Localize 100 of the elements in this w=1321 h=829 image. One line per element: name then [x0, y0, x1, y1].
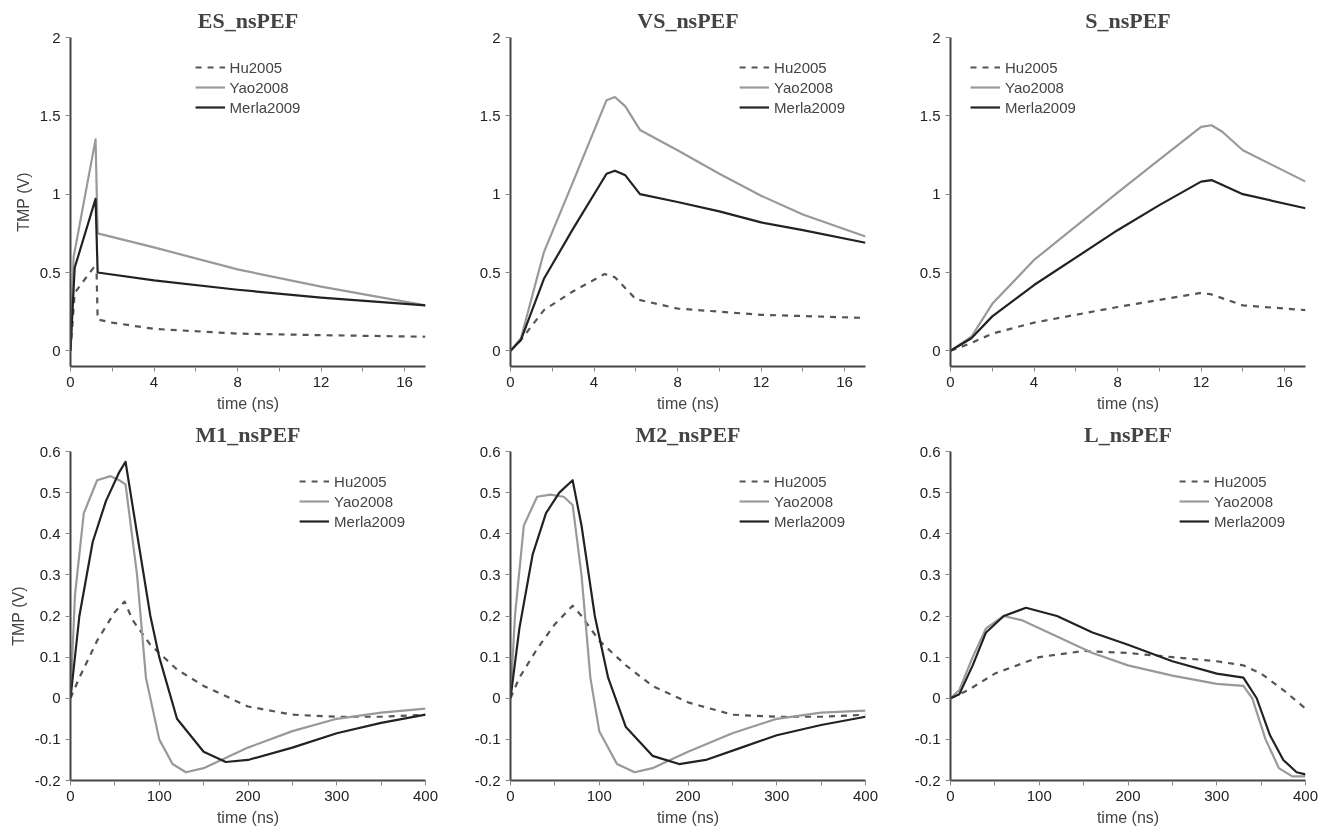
legend-label: Hu2005	[229, 58, 283, 76]
x-tick-label: 12	[752, 372, 770, 390]
legend-label: Yao2008	[774, 78, 834, 96]
y-tick-label: 0.3	[919, 565, 941, 583]
y-tick-label: -0.1	[34, 730, 61, 748]
y-tick-label: 1	[52, 185, 61, 203]
x-tick-label: 0	[946, 372, 955, 390]
y-tick-label: 2	[52, 28, 61, 46]
x-tick-label: 0	[66, 786, 75, 804]
y-tick-label: 1.5	[479, 106, 501, 124]
x-axis-title: time (ns)	[216, 808, 280, 826]
legend-label: Hu2005	[334, 472, 387, 490]
y-tick-label: 0.5	[479, 263, 501, 281]
y-tick-label: 0.6	[479, 442, 501, 460]
legend-label: Hu2005	[774, 472, 827, 490]
y-axis-title: TMP (V)	[14, 172, 32, 232]
y-tick-label: 1	[932, 185, 941, 203]
y-tick-label: 0.5	[39, 263, 61, 281]
x-axis-title: time (ns)	[656, 808, 720, 826]
y-tick-label: 2	[932, 28, 941, 46]
y-tick-label: 0	[52, 689, 61, 707]
y-tick-label: 0.6	[39, 442, 61, 460]
x-axis-title: time (ns)	[1096, 394, 1160, 412]
x-tick-label: 400	[852, 786, 879, 804]
legend-label: Hu2005	[774, 58, 827, 76]
y-tick-label: 0	[52, 341, 61, 359]
legend-label: Merla2009	[229, 98, 301, 116]
x-tick-label: 300	[764, 786, 790, 804]
x-tick-label: 100	[1026, 786, 1052, 804]
y-tick-label: -0.1	[914, 730, 941, 748]
x-tick-label: 0	[506, 372, 515, 390]
x-tick-label: 100	[586, 786, 612, 804]
y-tick-label: 0.3	[479, 565, 501, 583]
y-tick-label: 0.5	[479, 483, 501, 501]
y-tick-label: -0.2	[474, 771, 501, 789]
x-axis-title: time (ns)	[216, 394, 280, 412]
y-axis-title: TMP (V)	[9, 586, 27, 646]
x-tick-label: 200	[235, 786, 261, 804]
x-axis-title: time (ns)	[1096, 808, 1160, 826]
legend-label: Yao2008	[334, 492, 394, 510]
x-tick-label: 200	[1115, 786, 1141, 804]
y-tick-label: 0.3	[39, 565, 61, 583]
y-tick-label: 2	[492, 28, 501, 46]
y-tick-label: 0.4	[919, 524, 941, 542]
x-tick-label: 4	[589, 372, 599, 390]
x-tick-label: 200	[675, 786, 701, 804]
x-tick-label: 300	[324, 786, 350, 804]
x-tick-label: 0	[946, 786, 955, 804]
y-tick-label: 0	[492, 341, 501, 359]
y-tick-label: 0.5	[919, 483, 941, 501]
chart-title: L_nsPEF	[1083, 421, 1173, 447]
y-tick-label: 0	[492, 689, 501, 707]
y-tick-label: 1.5	[919, 106, 941, 124]
legend-label: Yao2008	[229, 78, 289, 96]
y-tick-label: -0.2	[34, 771, 61, 789]
y-tick-label: 0.5	[919, 263, 941, 281]
x-tick-label: 400	[412, 786, 439, 804]
legend-label: Hu2005	[1005, 58, 1058, 76]
x-tick-label: 0	[66, 372, 75, 390]
y-tick-label: 0.2	[479, 607, 501, 624]
x-tick-label: 16	[836, 372, 853, 390]
y-tick-label: 0	[932, 341, 941, 359]
y-tick-label: 0.6	[919, 442, 941, 460]
y-tick-label: 0.1	[919, 648, 941, 666]
y-tick-label: 0.1	[479, 648, 501, 666]
chart-title: VS_nsPEF	[637, 7, 739, 33]
y-tick-label: 0.5	[39, 483, 61, 501]
legend-label: Merla2009	[774, 98, 845, 116]
x-tick-label: 400	[1292, 786, 1319, 804]
y-tick-label: 0.1	[39, 648, 61, 666]
x-tick-label: 100	[146, 786, 172, 804]
legend-label: Hu2005	[1214, 472, 1267, 490]
y-tick-label: 1.5	[39, 106, 61, 124]
x-tick-label: 4	[149, 372, 159, 390]
chart-title: M1_nsPEF	[195, 421, 301, 447]
x-tick-label: 8	[1113, 372, 1122, 390]
legend-label: Merla2009	[1005, 98, 1076, 116]
y-tick-label: 1	[492, 185, 501, 203]
y-tick-label: 0	[932, 689, 941, 707]
legend-label: Yao2008	[774, 492, 834, 510]
legend-label: Yao2008	[1214, 492, 1274, 510]
chart-title: S_nsPEF	[1085, 7, 1171, 33]
y-tick-label: 0.4	[39, 524, 61, 542]
y-tick-label: -0.1	[474, 730, 501, 748]
x-tick-label: 12	[1192, 372, 1210, 390]
x-tick-label: 0	[506, 786, 515, 804]
x-tick-label: 300	[1204, 786, 1230, 804]
chart-title: M2_nsPEF	[635, 421, 741, 447]
x-tick-label: 8	[673, 372, 682, 390]
chart-title: ES_nsPEF	[197, 7, 299, 33]
y-tick-label: -0.2	[914, 771, 941, 789]
legend-label: Merla2009	[774, 512, 845, 530]
legend-label: Merla2009	[334, 512, 405, 530]
x-axis-title: time (ns)	[656, 394, 720, 412]
y-tick-label: 0.4	[479, 524, 501, 542]
y-tick-label: 0.2	[919, 607, 941, 624]
x-tick-label: 16	[396, 372, 413, 390]
x-tick-label: 8	[233, 372, 242, 390]
legend-label: Merla2009	[1214, 512, 1285, 530]
x-tick-label: 16	[1276, 372, 1293, 390]
